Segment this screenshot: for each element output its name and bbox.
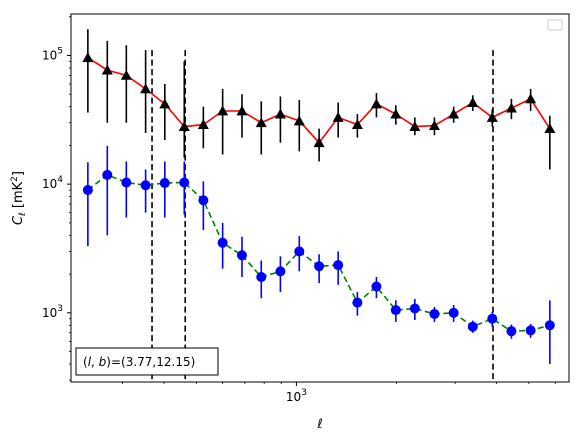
data-point [506, 326, 517, 337]
data-point [102, 169, 113, 180]
data-point [120, 69, 132, 80]
series-layer [82, 29, 556, 365]
data-point [544, 123, 556, 134]
data-point [159, 178, 170, 189]
data-point [525, 325, 536, 336]
annotation-text: (l, b)=(3.77,12.15) [83, 355, 195, 369]
legend-box [547, 19, 563, 31]
data-point [428, 120, 440, 131]
data-point [101, 64, 113, 75]
data-point [486, 111, 498, 122]
annotation-box: (l, b)=(3.77,12.15) [75, 347, 219, 376]
data-point [390, 108, 402, 119]
data-point [487, 313, 498, 324]
data-point [82, 52, 94, 63]
y-tick-label: 103 [42, 304, 63, 320]
data-point [525, 93, 537, 104]
data-point [351, 119, 363, 130]
data-point [371, 281, 382, 292]
data-point [256, 271, 267, 282]
x-axis-label: ℓ [316, 417, 322, 432]
y-tick-label: 104 [42, 175, 63, 191]
data-point [333, 260, 344, 271]
data-point [332, 111, 344, 122]
data-point [409, 121, 421, 132]
data-point [313, 137, 325, 148]
data-point [293, 115, 305, 126]
data-point [179, 177, 190, 188]
data-point [314, 261, 325, 272]
data-point [121, 177, 132, 188]
data-point [352, 297, 363, 308]
data-point [159, 98, 171, 109]
data-point [390, 305, 401, 316]
ticks: 103 104 105 103 [42, 16, 556, 404]
data-point [467, 97, 479, 108]
data-point [448, 108, 460, 119]
data-point [197, 119, 209, 130]
data-point [275, 266, 286, 277]
data-point [448, 307, 459, 318]
data-point [370, 98, 382, 109]
series-1 [82, 145, 555, 365]
data-point [217, 237, 228, 248]
data-point [544, 320, 555, 331]
y-axis-label: Cℓ [mK2] [10, 171, 28, 225]
data-point [217, 105, 229, 116]
data-point [255, 117, 267, 128]
data-point [236, 250, 247, 261]
data-point [82, 185, 93, 196]
data-point [140, 83, 152, 94]
data-point [236, 105, 248, 116]
data-point [429, 308, 440, 319]
data-point [467, 321, 478, 332]
data-point [274, 108, 286, 119]
data-point [505, 102, 517, 113]
x-tick-label: 103 [286, 388, 307, 404]
data-point [178, 121, 190, 132]
plot-frame [70, 13, 570, 383]
data-point [409, 303, 420, 314]
data-point [294, 246, 305, 257]
series-0 [82, 29, 556, 170]
y-tick-label: 105 [42, 46, 63, 62]
data-point [140, 180, 151, 191]
data-point [198, 195, 209, 206]
